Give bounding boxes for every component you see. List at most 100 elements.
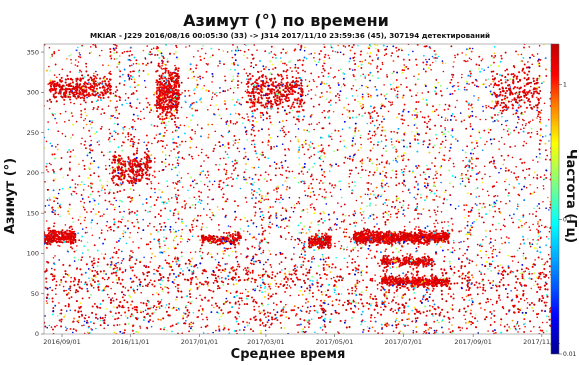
- data-point: [309, 286, 312, 289]
- data-point: [176, 46, 178, 49]
- data-point: [241, 96, 244, 99]
- data-point: [474, 314, 477, 316]
- data-point: [427, 168, 430, 171]
- data-point: [391, 72, 394, 75]
- data-point: [251, 177, 254, 180]
- data-point: [494, 114, 496, 116]
- data-point: [523, 140, 525, 143]
- data-point: [53, 153, 56, 156]
- data-point: [391, 266, 394, 268]
- data-point: [489, 175, 491, 178]
- data-point: [132, 266, 134, 269]
- data-point: [306, 85, 309, 87]
- data-point: [517, 325, 520, 327]
- data-point: [540, 109, 543, 112]
- data-point: [199, 173, 201, 176]
- data-point: [266, 311, 269, 314]
- data-point: [130, 211, 133, 214]
- data-point: [522, 130, 525, 133]
- data-point: [164, 225, 167, 228]
- data-point: [465, 204, 467, 206]
- data-point: [440, 125, 442, 127]
- data-point: [515, 323, 518, 326]
- data-point: [130, 133, 132, 136]
- data-point: [492, 120, 494, 123]
- data-point: [97, 211, 100, 213]
- data-point: [205, 316, 208, 319]
- data-point: [224, 173, 227, 176]
- data-point: [89, 151, 91, 154]
- data-point: [486, 190, 489, 193]
- data-point: [332, 110, 335, 113]
- data-point: [467, 60, 469, 62]
- data-point: [460, 267, 463, 269]
- data-point: [136, 114, 139, 117]
- data-point: [199, 78, 202, 80]
- data-point: [539, 288, 541, 291]
- data-point: [272, 68, 274, 70]
- data-point: [70, 225, 73, 228]
- data-point: [118, 184, 121, 187]
- data-point: [238, 297, 241, 300]
- data-point: [80, 71, 83, 73]
- data-point: [263, 237, 266, 239]
- data-point: [466, 237, 469, 240]
- data-point: [121, 332, 124, 334]
- data-point: [543, 81, 545, 83]
- data-point: [368, 174, 370, 177]
- data-point: [498, 222, 500, 225]
- data-point: [381, 105, 383, 107]
- data-point: [89, 321, 92, 323]
- data-point: [531, 243, 534, 245]
- data-point: [218, 209, 221, 211]
- data-point: [156, 141, 159, 144]
- data-point: [403, 119, 406, 122]
- data-point: [283, 135, 286, 138]
- data-point: [491, 303, 494, 306]
- data-point: [218, 163, 221, 166]
- data-point: [285, 188, 288, 191]
- data-point: [452, 186, 455, 188]
- data-point: [392, 330, 395, 333]
- data-point: [165, 304, 168, 306]
- data-point: [313, 162, 316, 165]
- data-point: [195, 86, 198, 89]
- data-point: [259, 276, 262, 279]
- data-point: [165, 64, 167, 66]
- data-point: [94, 132, 97, 135]
- data-point: [390, 272, 393, 275]
- data-point: [303, 182, 305, 185]
- data-point: [342, 83, 345, 85]
- data-point: [393, 296, 395, 298]
- data-point: [407, 110, 410, 113]
- data-point: [93, 172, 96, 175]
- data-point: [434, 174, 437, 176]
- data-point: [465, 295, 468, 298]
- data-point: [432, 185, 435, 188]
- data-point: [216, 287, 219, 290]
- data-point: [435, 214, 437, 216]
- data-point: [94, 44, 97, 47]
- data-point: [112, 192, 115, 195]
- data-point: [121, 103, 124, 106]
- data-point: [489, 324, 492, 326]
- data-point: [97, 284, 99, 286]
- data-point: [218, 277, 221, 280]
- data-point: [306, 208, 309, 210]
- data-point: [228, 332, 231, 334]
- data-point: [71, 179, 74, 182]
- data-point: [98, 195, 101, 197]
- data-point: [229, 120, 232, 122]
- data-point: [93, 72, 95, 75]
- data-point: [321, 127, 324, 130]
- data-point: [408, 221, 411, 223]
- data-point: [133, 81, 136, 84]
- data-point: [281, 143, 284, 145]
- data-point: [197, 214, 199, 217]
- data-point: [352, 137, 355, 140]
- data-point: [323, 302, 326, 305]
- data-point: [306, 194, 309, 197]
- data-point: [475, 157, 478, 160]
- data-point: [321, 95, 324, 98]
- data-point: [267, 211, 270, 213]
